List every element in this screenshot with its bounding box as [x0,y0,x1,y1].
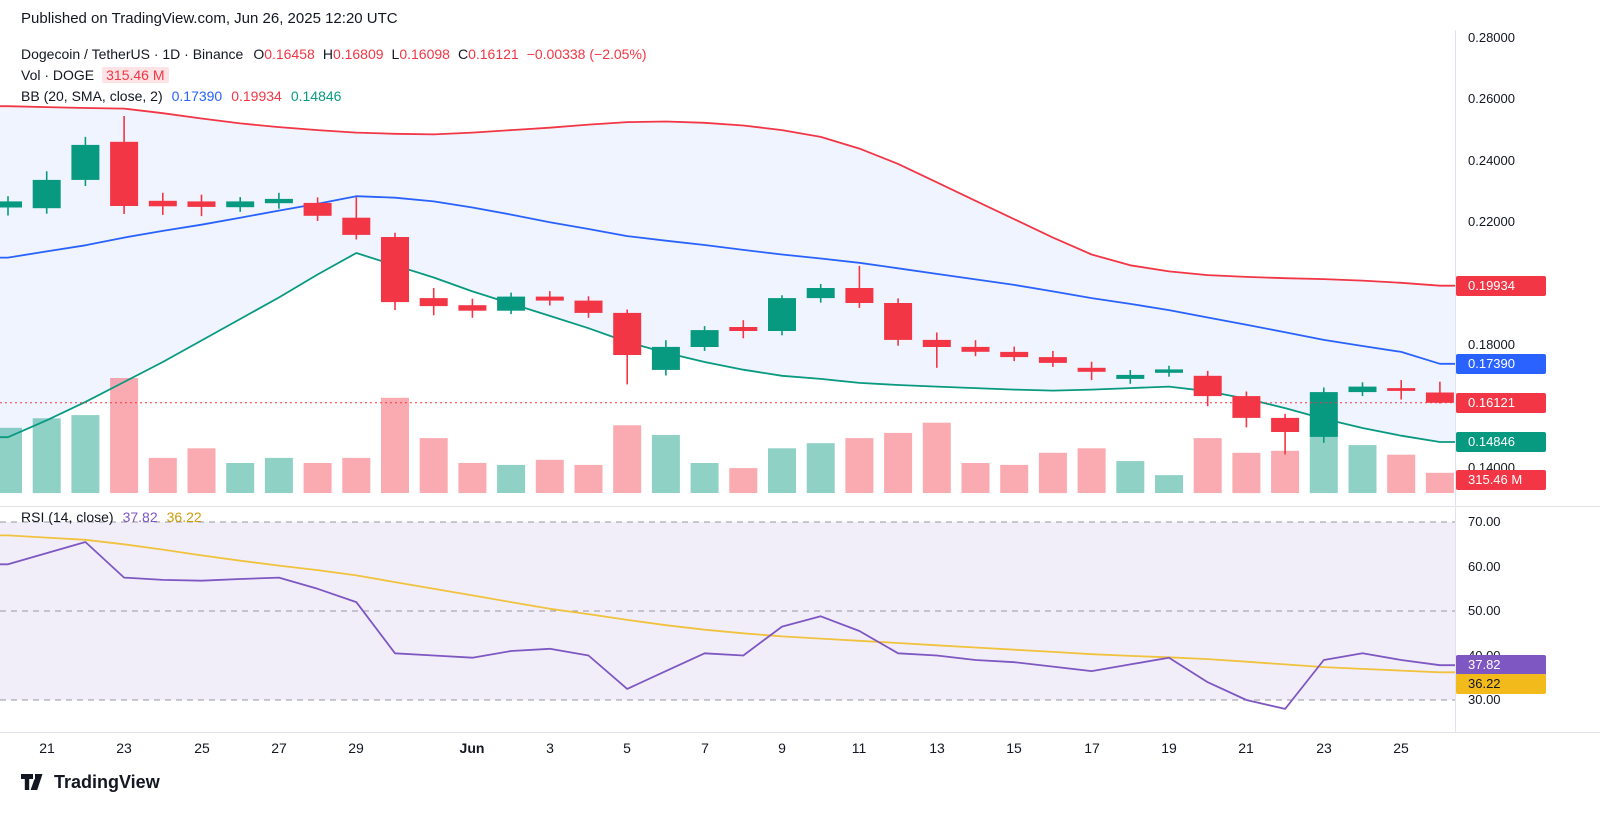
volume-value: 315.46 M [102,67,169,83]
volume-badge: 315.46 M [1456,470,1546,490]
open-value: 0.16458 [264,46,315,62]
low-value: 0.16098 [399,46,450,62]
price-badge: 0.14846 [1456,432,1546,452]
chart-legend: Dogecoin / TetherUS · 1D · Binance O0.164… [21,44,647,107]
close-value: 0.16121 [468,46,519,62]
bollinger-label[interactable]: BB (20, SMA, close, 2) [21,88,163,104]
price-badge: 0.16121 [1456,393,1546,413]
bb-lower-value: 0.14846 [290,88,342,104]
volume-row: Vol · DOGE 315.46 M [21,65,647,86]
rsi-badge: 37.82 [1456,655,1546,675]
time-tick-label: 5 [623,740,631,756]
price-tick-label: 0.22000 [1468,214,1515,229]
change-value: −0.00338 (−2.05%) [526,46,647,62]
high-value: 0.16809 [332,46,384,62]
low-label: L [391,46,400,62]
time-tick-label: 29 [348,740,364,756]
time-tick-label: 7 [701,740,709,756]
bb-basis-value: 0.17390 [171,88,223,104]
time-tick-label: 15 [1006,740,1022,756]
price-badge: 0.17390 [1456,354,1546,374]
time-tick-label: 21 [39,740,55,756]
symbol-row: Dogecoin / TetherUS · 1D · Binance O0.164… [21,44,647,65]
rsi-label[interactable]: RSI (14, close) [21,509,114,525]
tradingview-logo-icon[interactable] [21,774,46,791]
open-label: O [253,46,265,62]
price-tick-label: 0.24000 [1468,153,1515,168]
price-badge: 0.19934 [1456,276,1546,296]
price-scale-separator [1455,30,1456,732]
rsi-ma-value: 36.22 [166,509,202,525]
rsi-legend: RSI (14, close) 37.82 36.22 [21,509,202,525]
published-line: Published on TradingView.com, Jun 26, 20… [21,10,398,27]
time-tick-label: 13 [929,740,945,756]
rsi-tick-label: 50.00 [1468,603,1501,618]
time-tick-label: 19 [1161,740,1177,756]
time-tick-label: 3 [546,740,554,756]
time-tick-label: 11 [851,740,867,756]
time-axis[interactable]: 21 23 25 27 29 Jun 3 5 7 9 11 13 15 17 19 21 23 25 [0,732,1455,766]
rsi-tick-label: 30.00 [1468,692,1501,707]
brand-name[interactable]: TradingView [54,772,160,792]
pane-separator[interactable] [0,506,1600,507]
price-tick-label: 0.28000 [1468,30,1515,45]
price-tick-label: 0.26000 [1468,91,1515,106]
footer: TradingView [21,772,160,793]
time-tick-label: 25 [194,740,210,756]
bollinger-row: BB (20, SMA, close, 2) 0.17390 0.19934 0.14… [21,86,647,107]
price-tick-label: 0.18000 [1468,337,1515,352]
close-label: C [457,46,469,62]
time-tick-label: 21 [1238,740,1254,756]
time-tick-label: 27 [271,740,287,756]
time-tick-label: 17 [1084,740,1100,756]
high-label: H [322,46,333,62]
volume-label[interactable]: Vol · DOGE [21,67,95,83]
rsi-tick-label: 60.00 [1468,559,1501,574]
time-tick-label: 9 [778,740,786,756]
bb-upper-value: 0.19934 [231,88,282,104]
time-tick-label: 23 [116,740,132,756]
rsi-value: 37.82 [122,509,158,525]
rsi-ma-badge: 36.22 [1456,674,1546,694]
time-axis-separator [0,732,1600,733]
time-tick-label: Jun [459,740,485,756]
time-tick-label: 23 [1316,740,1332,756]
symbol-title[interactable]: Dogecoin / TetherUS · 1D · Binance [21,46,244,62]
time-tick-label: 25 [1393,740,1409,756]
rsi-tick-label: 70.00 [1468,514,1501,529]
